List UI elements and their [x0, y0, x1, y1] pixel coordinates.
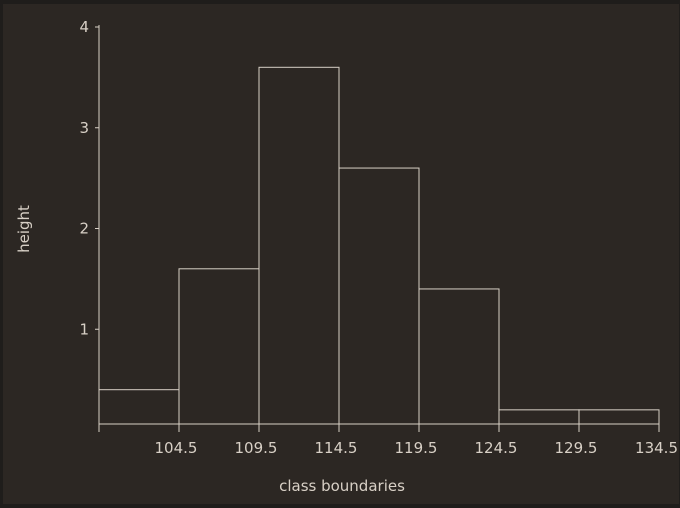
y-tick-label-3: 3: [79, 119, 89, 137]
x-tick-label-6: 129.5: [555, 439, 598, 457]
x-tick-label-4: 119.5: [395, 439, 438, 457]
y-axis-title: height: [15, 205, 33, 253]
y-tick-label-2: 2: [79, 220, 89, 238]
y-tick-label-1: 1: [79, 320, 89, 338]
x-tick-label-3: 114.5: [315, 439, 358, 457]
y-tick-label-4: 4: [79, 18, 89, 36]
histogram-bar-4: [338, 167, 420, 425]
histogram-bar-2: [178, 268, 260, 425]
y-ticks-group: 1 2 3 4: [79, 18, 99, 338]
histogram-bar-6: [498, 409, 580, 425]
x-axis-title: class boundaries: [279, 477, 405, 495]
x-tick-label-2: 109.5: [235, 439, 278, 457]
x-ticks-group: 104.5 109.5 114.5 119.5 124.5 129.5 134.5: [98, 424, 678, 457]
x-tick-label-5: 124.5: [475, 439, 518, 457]
histogram-bar-7: [578, 409, 660, 425]
histogram-bar-3: [258, 66, 340, 425]
histogram-bar-5: [418, 288, 500, 425]
x-tick-label-1: 104.5: [155, 439, 198, 457]
histogram-bar-1: [98, 389, 180, 425]
x-tick-label-7: 134.5: [635, 439, 678, 457]
bars-group: [98, 66, 660, 425]
